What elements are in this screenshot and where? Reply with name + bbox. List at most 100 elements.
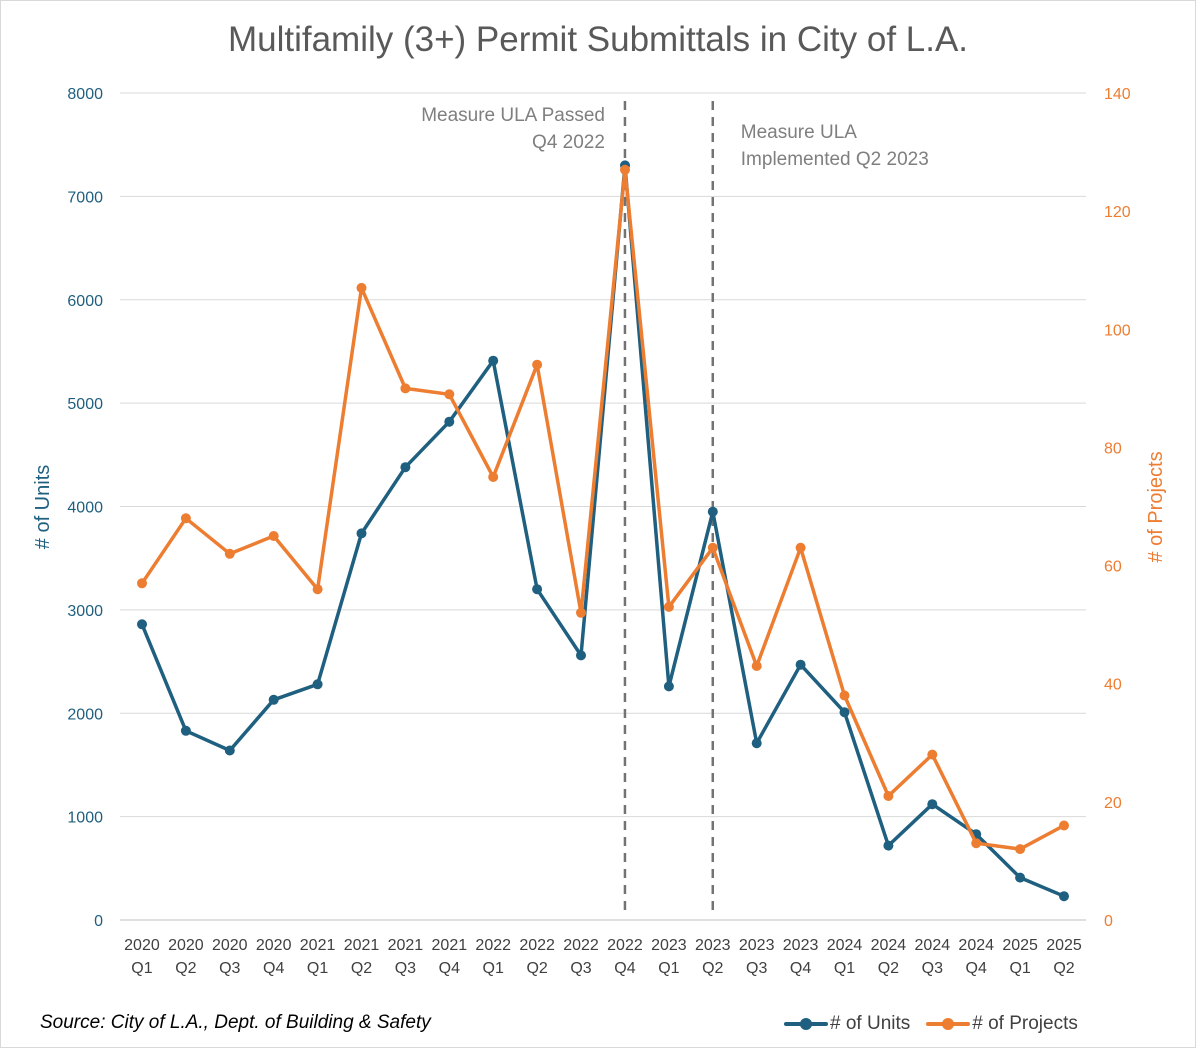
- data-point-projects: [839, 690, 850, 701]
- y-left-tick-label: 6000: [67, 293, 103, 310]
- annotation-label: Q4 2022: [532, 132, 605, 153]
- data-point-projects: [356, 282, 367, 293]
- data-point-units: [444, 416, 455, 427]
- y-right-tick-label: 60: [1104, 559, 1122, 576]
- y-right-tick-label: 140: [1104, 86, 1131, 103]
- x-tick-label-year: 2024: [915, 937, 951, 954]
- x-tick-label-quarter: Q2: [878, 960, 899, 977]
- data-point-projects: [137, 578, 147, 589]
- x-tick-label-quarter: Q3: [219, 960, 240, 977]
- x-tick-label-quarter: Q4: [263, 960, 284, 977]
- x-tick-label-quarter: Q3: [922, 960, 943, 977]
- x-tick-label-quarter: Q1: [483, 960, 504, 977]
- x-tick-label-quarter: Q3: [746, 960, 767, 977]
- y-left-tick-label: 0: [94, 913, 103, 930]
- y-right-tick-label: 100: [1104, 322, 1131, 339]
- data-point-projects: [180, 513, 191, 524]
- data-point-projects: [795, 542, 806, 553]
- x-tick-label-year: 2021: [388, 937, 424, 954]
- x-tick-label-quarter: Q3: [570, 960, 591, 977]
- data-point-projects: [224, 548, 235, 559]
- source-note: Source: City of L.A., Dept. of Building …: [40, 1012, 431, 1033]
- data-point-projects: [444, 389, 455, 400]
- annotation-label: Measure ULA: [741, 122, 857, 143]
- data-point-units: [663, 681, 674, 692]
- x-tick-label-quarter: Q2: [702, 960, 723, 977]
- data-point-units: [927, 799, 938, 810]
- x-tick-label-year: 2020: [212, 937, 248, 954]
- x-tick-label-quarter: Q2: [526, 960, 547, 977]
- annotation-label: Measure ULA Passed: [421, 105, 605, 126]
- chart-title: Multifamily (3+) Permit Submittals in Ci…: [227, 20, 969, 59]
- x-tick-label-year: 2025: [1046, 937, 1082, 954]
- x-tick-label-quarter: Q1: [1009, 960, 1030, 977]
- x-tick-label-year: 2024: [871, 937, 907, 954]
- x-tick-label-year: 2021: [300, 937, 336, 954]
- x-tick-label-year: 2023: [695, 937, 731, 954]
- y-left-axis-title: # of Units: [32, 465, 54, 549]
- data-point-projects: [532, 359, 543, 370]
- x-tick-label-quarter: Q4: [790, 960, 811, 977]
- series-line-units: [140, 163, 1066, 898]
- legend: # of Units # of Projects: [784, 1013, 1094, 1035]
- x-tick-label-year: 2020: [168, 937, 204, 954]
- x-tick-label-quarter: Q2: [175, 960, 196, 977]
- x-tick-label-quarter: Q4: [966, 960, 987, 977]
- x-tick-label-quarter: Q2: [351, 960, 372, 977]
- data-point-units: [268, 694, 279, 705]
- y-left-tick-label: 8000: [67, 86, 103, 103]
- y-left-tick-label: 2000: [67, 706, 103, 723]
- annotation-label: Implemented Q2 2023: [741, 149, 929, 170]
- data-point-projects: [1059, 820, 1069, 831]
- legend-label-projects: # of Projects: [972, 1013, 1078, 1034]
- x-tick-label-year: 2023: [783, 937, 819, 954]
- data-point-projects: [620, 164, 630, 175]
- data-point-projects: [400, 383, 411, 394]
- legend-label-units: # of Units: [830, 1013, 911, 1034]
- data-point-units: [839, 707, 850, 718]
- y-right-tick-label: 20: [1104, 795, 1122, 812]
- x-tick-label-quarter: Q1: [834, 960, 855, 977]
- x-tick-label-year: 2023: [739, 937, 775, 954]
- data-point-units: [224, 745, 235, 756]
- x-tick-label-year: 2022: [563, 937, 599, 954]
- y-left-tick-label: 1000: [67, 810, 103, 827]
- data-point-units: [751, 738, 762, 749]
- x-tick-label-year: 2023: [651, 937, 687, 954]
- data-point-projects: [883, 791, 894, 801]
- y-right-axis-title: # of Projects: [1145, 451, 1167, 562]
- x-tick-label-year: 2021: [432, 937, 468, 954]
- y-right-tick-label: 120: [1104, 204, 1131, 221]
- legend-swatch-projects: [926, 1017, 971, 1031]
- y-left-tick-label: 5000: [67, 396, 103, 413]
- legend-swatch-units: [784, 1017, 828, 1031]
- y-left-tick-label: 7000: [67, 189, 103, 206]
- x-tick-label-quarter: Q1: [658, 960, 679, 977]
- x-tick-label-year: 2025: [1002, 937, 1038, 954]
- legend-item-units: # of Units: [784, 1013, 910, 1035]
- data-point-projects: [268, 531, 279, 541]
- x-tick-label-quarter: Q2: [1053, 960, 1074, 977]
- data-point-units: [532, 584, 543, 595]
- x-tick-label-year: 2024: [827, 937, 863, 954]
- y-right-tick-label: 40: [1104, 677, 1122, 694]
- x-tick-label-year: 2020: [256, 937, 292, 954]
- x-tick-label-year: 2021: [344, 937, 380, 954]
- y-left-tick-label: 3000: [67, 603, 103, 620]
- data-point-units: [400, 462, 411, 473]
- data-point-projects: [971, 838, 982, 849]
- data-point-units: [356, 528, 367, 539]
- legend-item-projects: # of Projects: [926, 1013, 1078, 1035]
- x-tick-label-quarter: Q4: [614, 960, 635, 977]
- data-point-units: [312, 679, 323, 690]
- data-point-units: [137, 619, 147, 630]
- x-tick-label-quarter: Q1: [307, 960, 328, 977]
- y-left-tick-label: 4000: [67, 500, 103, 517]
- x-tick-label-year: 2022: [475, 937, 511, 954]
- y-right-tick-label: 0: [1104, 913, 1113, 930]
- data-point-units: [1015, 872, 1026, 883]
- data-point-units: [1059, 891, 1069, 902]
- x-tick-label-year: 2024: [958, 937, 994, 954]
- data-point-projects: [707, 542, 718, 553]
